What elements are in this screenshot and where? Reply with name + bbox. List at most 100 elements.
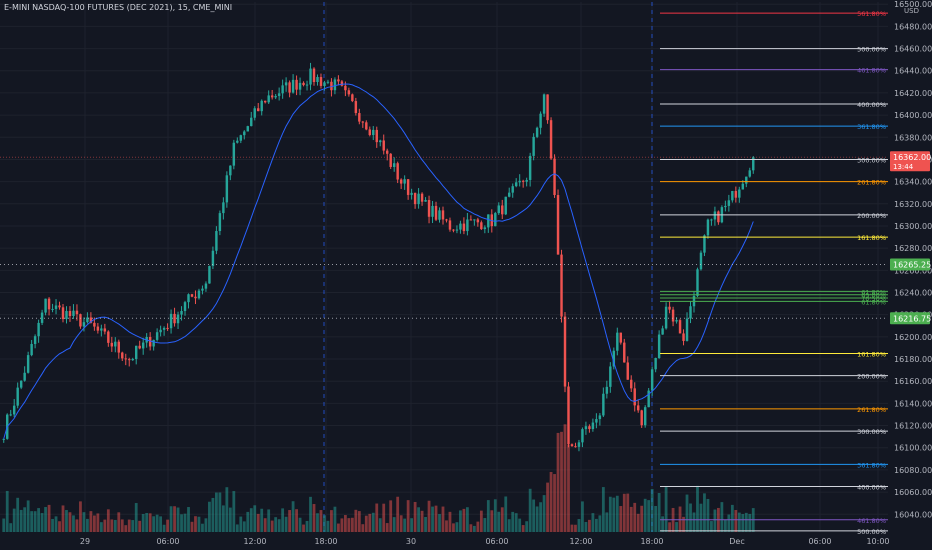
candle-body <box>208 265 211 284</box>
candle-body <box>215 231 218 251</box>
fib-level-label: 161.80% <box>857 350 886 358</box>
candle-body <box>187 294 190 303</box>
candle-body <box>365 122 368 130</box>
candle-body <box>710 219 713 221</box>
candle-body <box>141 342 145 349</box>
candle-body <box>138 345 141 349</box>
volume-bar <box>643 498 647 532</box>
fib-level-label: 61.80% <box>861 288 886 296</box>
candle-body <box>204 283 208 289</box>
price-axis[interactable]: 16500.00 16480.00 16460.00 16440.00 16420.00… <box>894 0 932 519</box>
candle-body <box>511 186 514 193</box>
candle-body <box>724 205 727 208</box>
candle-body <box>197 290 201 299</box>
volume-bar <box>420 510 424 532</box>
candle-body <box>16 387 19 406</box>
price-tick-label: 16260.00 <box>894 266 932 275</box>
fibonacci-levels[interactable]: 561.80% 500.00% 461.80% 400.00% 361.80% 300.0… <box>660 10 888 536</box>
candle-body <box>431 205 434 217</box>
volume-bar <box>438 514 441 532</box>
volume-bar <box>187 507 190 532</box>
candle-body <box>316 77 319 83</box>
candle-body <box>368 129 372 136</box>
candle-body <box>577 442 581 447</box>
volume-bar <box>654 505 658 532</box>
volume-bar <box>221 505 225 532</box>
volume-bar <box>152 516 156 532</box>
volume-bar <box>288 510 291 532</box>
candle-body <box>236 140 239 143</box>
volume-bar <box>581 501 584 532</box>
candle-body <box>351 94 354 102</box>
volume-bar <box>696 485 699 532</box>
candle-body <box>553 158 556 196</box>
volume-bar <box>89 511 93 532</box>
volume-bar <box>375 503 379 532</box>
volume-bar <box>434 505 438 532</box>
volume-bar <box>197 516 201 532</box>
price-tick-label: 16420.00 <box>894 89 932 98</box>
candle-body <box>229 165 232 176</box>
reference-lines <box>0 156 888 319</box>
candle-body <box>51 308 54 310</box>
volume-bar <box>61 505 65 532</box>
volume-bar <box>44 507 47 532</box>
volume-bar <box>570 524 574 532</box>
volume-bar <box>204 518 208 532</box>
candle-body <box>616 332 619 351</box>
candle-body <box>483 227 487 230</box>
volume-bar <box>235 524 239 532</box>
candle-body <box>605 386 609 394</box>
candle-body <box>469 219 473 221</box>
time-axis[interactable]: 29 06:00 12:00 18:00 30 06:00 12:00 18:00 Dec 06:… <box>80 537 890 546</box>
candle-body <box>385 150 389 154</box>
candle-body <box>246 126 249 132</box>
candle-body <box>508 192 511 197</box>
volume-bar <box>347 518 351 532</box>
candle-body <box>462 223 466 232</box>
volume-bar <box>462 508 466 532</box>
candle-body <box>556 195 560 255</box>
volume-bar <box>584 522 588 532</box>
candle-body <box>337 79 340 82</box>
candle-body <box>295 79 298 90</box>
volume-bar <box>120 519 124 532</box>
candle-body <box>647 390 650 408</box>
candle-body <box>727 200 731 206</box>
moving-average-line <box>3 83 754 440</box>
candle-body <box>619 332 623 343</box>
candle-body <box>406 179 410 195</box>
volume-bar <box>82 512 86 532</box>
candle-body <box>678 320 682 334</box>
volume-bar <box>326 520 330 532</box>
candle-body <box>110 342 114 347</box>
candle-body <box>253 108 256 118</box>
volume-bar <box>399 515 403 532</box>
candle-body <box>263 100 267 103</box>
volume-bar <box>242 521 246 532</box>
volume-bar <box>535 506 539 532</box>
candle-body <box>148 336 152 347</box>
candle-body <box>476 219 480 223</box>
volume-bar <box>298 517 302 532</box>
candle-body <box>731 190 734 201</box>
volume-bar <box>9 523 13 532</box>
candle-body <box>661 328 664 335</box>
candle-body <box>734 190 738 198</box>
candle-body <box>633 388 636 406</box>
volume-bar <box>96 513 100 532</box>
fib-level-label: 500.00% <box>857 528 886 536</box>
candle-body <box>375 129 378 143</box>
price-tick-label: 16460.00 <box>894 45 932 54</box>
volume-bar <box>75 519 79 532</box>
volume-bar <box>601 487 605 532</box>
candle-body <box>288 82 291 93</box>
candle-body <box>403 179 406 184</box>
volume-bar <box>518 518 522 532</box>
price-badge <box>890 151 930 172</box>
volume-bar <box>445 520 448 532</box>
volume-bar <box>246 511 250 532</box>
volume-bar <box>629 506 633 532</box>
candle-body <box>284 82 288 86</box>
